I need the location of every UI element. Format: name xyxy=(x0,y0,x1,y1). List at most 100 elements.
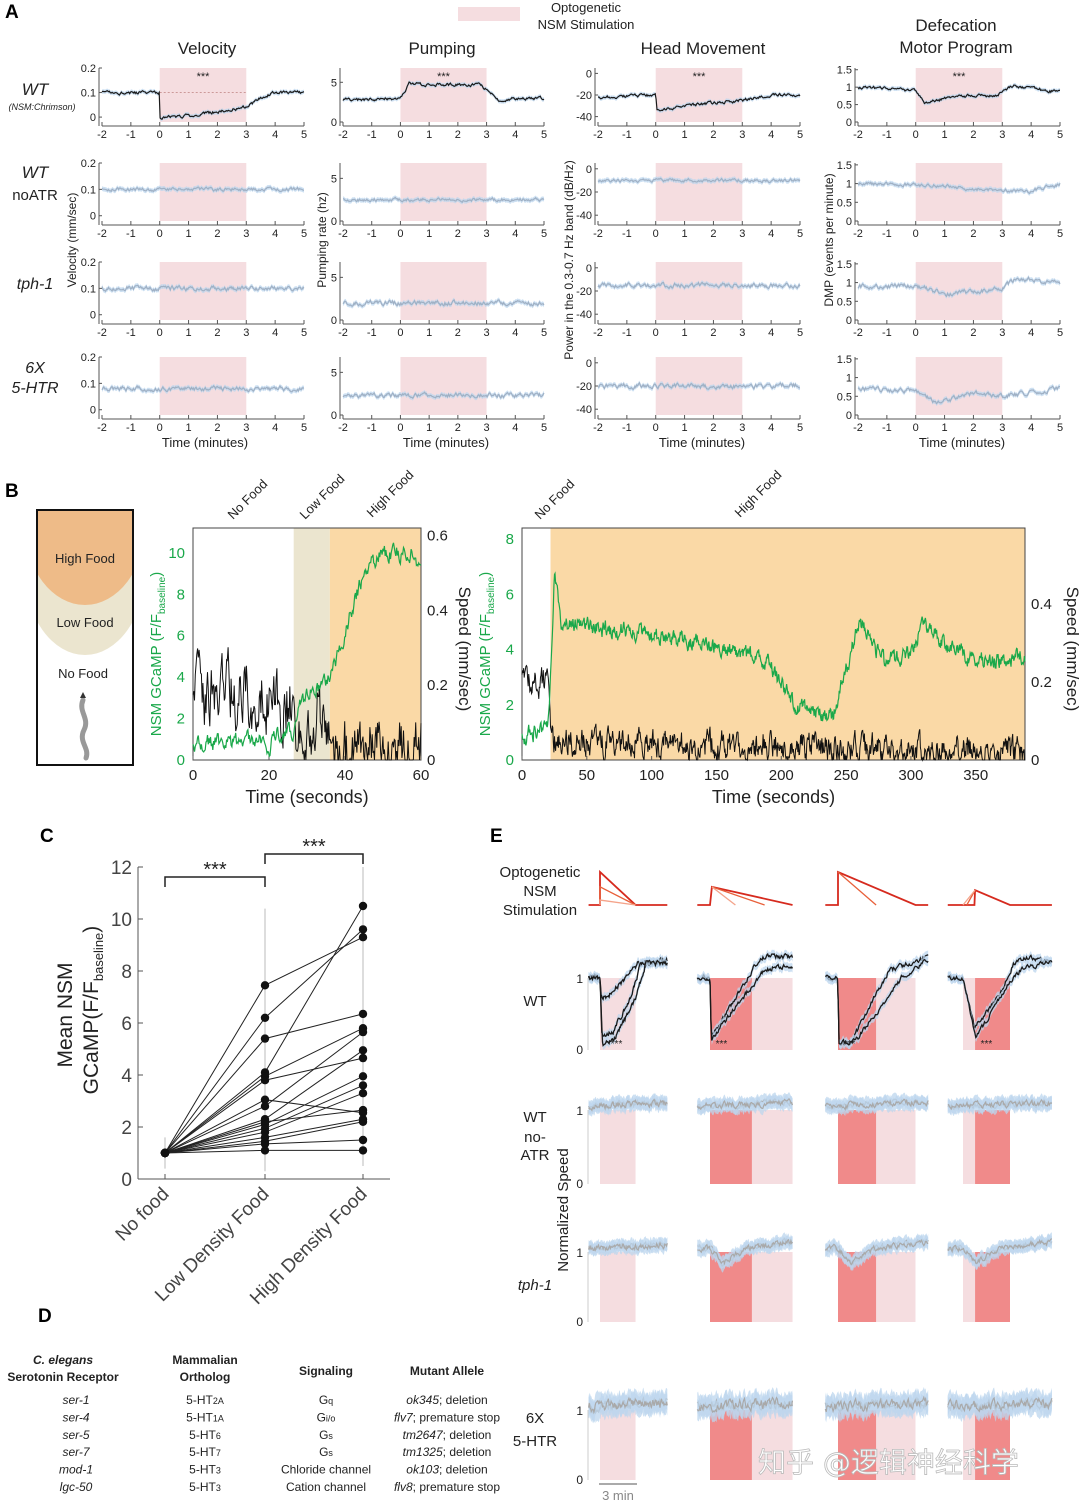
x-tick-label: 0 xyxy=(157,129,163,141)
table-header: C. elegans xyxy=(33,1353,93,1367)
x-tick-label: 2 xyxy=(970,327,976,339)
stim-ramp xyxy=(711,886,736,906)
x-tick-label: 4 xyxy=(768,228,774,240)
x-tick-label: 5 xyxy=(797,129,803,141)
plot-1-3: -2 -1 0 1 2 3 4 5 0 0.5 1 1.5 xyxy=(837,160,1063,240)
x-tick-label: 4 xyxy=(1028,327,1034,339)
panel-label: A xyxy=(5,2,19,23)
y-tick-label: 1.5 xyxy=(837,65,852,77)
panel-label: C xyxy=(40,826,54,847)
receptor-name: lgc-50 xyxy=(60,1480,93,1494)
y-tick-label: 5 xyxy=(331,272,337,284)
x-tick-label: -2 xyxy=(593,228,603,240)
x-tick-label: 0 xyxy=(397,228,403,240)
mutant-allele: ok345; deletion xyxy=(406,1393,487,1407)
y-tick-label: -20 xyxy=(576,381,592,393)
region-label: No Food xyxy=(532,476,578,522)
x-tick-label: 5 xyxy=(1057,228,1063,240)
mutant-allele: tm2647; deletion xyxy=(403,1428,492,1442)
x-tick-label: 50 xyxy=(578,767,595,784)
y-tick-label: 2 xyxy=(121,1118,132,1139)
x-axis-label: Time (minutes) xyxy=(162,435,248,450)
speed-plot-1-0 xyxy=(588,1092,668,1184)
x-tick-label: 4 xyxy=(512,327,518,339)
x-tick-label: -1 xyxy=(882,327,892,339)
y-axis-label: Pumping rate (hz) xyxy=(315,192,329,287)
x-tick-label: 2 xyxy=(710,422,716,434)
y-tick-label: 1 xyxy=(846,278,852,290)
y-tick-label: 0 xyxy=(331,315,337,327)
y-tick-label: 1 xyxy=(846,179,852,191)
y-tick-label: 12 xyxy=(111,858,132,879)
x-tick-label: 1 xyxy=(942,422,948,434)
y-tick-label: 0.1 xyxy=(81,283,96,295)
plot-3-1: -2 -1 0 1 2 3 4 5 0 5 xyxy=(331,357,547,434)
ortholog: 5-HT3 xyxy=(189,1463,221,1477)
schematic-label: Low Food xyxy=(56,615,113,630)
data-point xyxy=(260,1095,270,1104)
y-left-tick-label: 4 xyxy=(506,642,514,659)
schematic-label: High Food xyxy=(55,551,115,566)
x-tick-label: 3 xyxy=(243,327,249,339)
error-band xyxy=(825,1092,929,1117)
y-right-tick-label: 0.2 xyxy=(1031,674,1052,691)
x-tick-label: -1 xyxy=(367,422,377,434)
speed-trace xyxy=(588,1396,668,1415)
table-row: ser-1 5-HT2A Gq ok345; deletion xyxy=(62,1393,487,1407)
x-tick-label: 3 xyxy=(999,327,1005,339)
y-tick-label: 0 xyxy=(586,263,592,275)
y-right-tick-label: 0.4 xyxy=(1031,596,1052,613)
y-tick-label: 0 xyxy=(576,1473,583,1487)
error-band xyxy=(947,951,1052,1032)
speed-trace xyxy=(697,1238,793,1266)
x-tick-label: 150 xyxy=(704,767,729,784)
y-tick-label: 0 xyxy=(576,1043,583,1057)
stimulation-window xyxy=(655,68,743,122)
significance-marker: *** xyxy=(611,1039,623,1050)
x-axis-label: Time (seconds) xyxy=(712,787,835,807)
stim-ramp xyxy=(825,870,929,906)
y-tick-label: -40 xyxy=(576,404,592,416)
y-tick-label: 1.5 xyxy=(837,160,852,172)
stimulation-window xyxy=(400,357,487,415)
x-tick-label: 3 xyxy=(739,422,745,434)
worm-icon xyxy=(79,697,90,761)
speed-trace xyxy=(192,647,422,761)
x-tick-label: 40 xyxy=(337,767,354,784)
y-tick-label: 8 xyxy=(121,962,132,983)
y-left-tick-label: 6 xyxy=(177,628,185,645)
speed-trace xyxy=(696,1396,794,1414)
x-tick-label: 0 xyxy=(397,327,403,339)
row-label: 6X xyxy=(25,360,46,377)
speed-trace xyxy=(588,1240,668,1252)
arrow-up-icon xyxy=(80,692,86,698)
mutant-allele: flv8; premature stop xyxy=(394,1480,500,1494)
error-band xyxy=(588,956,668,1004)
plot-3-0: -2 -1 0 1 2 3 4 5 0 0.1 0.2 xyxy=(81,352,307,434)
data-point xyxy=(358,1053,368,1063)
x-tick-label: 5 xyxy=(797,422,803,434)
plot-3-2: -2 -1 0 1 2 3 4 5 0 -20 -40 xyxy=(576,357,803,434)
x-tick-label: -2 xyxy=(853,129,863,141)
stimulation-window xyxy=(159,163,247,221)
x-tick-label: 300 xyxy=(898,767,923,784)
y-tick-label: 10 xyxy=(111,910,132,931)
y-tick-label: 0.1 xyxy=(81,378,96,390)
x-tick-label: 2 xyxy=(710,129,716,141)
x-tick-label: 4 xyxy=(768,327,774,339)
data-point xyxy=(160,1148,170,1158)
signaling: Gi/o xyxy=(317,1410,336,1424)
x-tick-label: 250 xyxy=(834,767,859,784)
y-tick-label: 1.5 xyxy=(837,354,852,366)
y-tick-label: 0 xyxy=(586,164,592,176)
watermark: 知乎 @逻辑神经科学 xyxy=(758,1446,1019,1479)
data-point xyxy=(260,981,270,990)
stimulation-window xyxy=(963,1410,976,1480)
y-tick-label: 0.5 xyxy=(837,391,852,403)
x-tick-label: 0 xyxy=(397,422,403,434)
y-right-tick-label: 0 xyxy=(1031,752,1039,769)
y-tick-label: 0 xyxy=(90,405,96,417)
stimulation-window-strong xyxy=(975,1410,1010,1480)
x-tick-label: 2 xyxy=(214,129,220,141)
x-tick-label: 0 xyxy=(653,422,659,434)
